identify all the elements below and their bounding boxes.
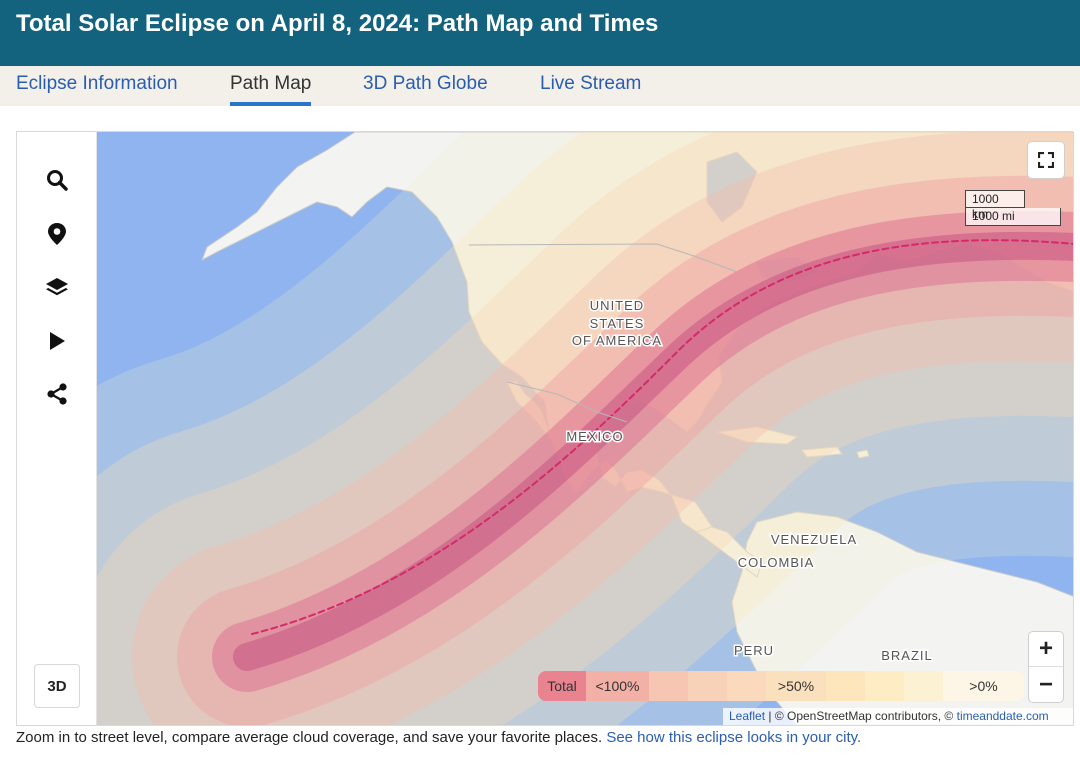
attribution-text: | © OpenStreetMap contributors, © bbox=[768, 709, 954, 723]
zoom-in-button[interactable]: + bbox=[1029, 632, 1063, 667]
label-brazil: BRAZIL bbox=[881, 648, 933, 663]
share-button[interactable] bbox=[41, 378, 73, 410]
legend-segment bbox=[649, 671, 688, 701]
label-usa-line2: STATES bbox=[590, 316, 645, 331]
legend-segment bbox=[904, 671, 943, 701]
tab-3d-path-globe[interactable]: 3D Path Globe bbox=[363, 73, 488, 94]
page-header: Total Solar Eclipse on April 8, 2024: Pa… bbox=[0, 0, 1080, 66]
layers-button[interactable] bbox=[41, 272, 73, 304]
north-america-land bbox=[201, 132, 1073, 533]
legend-over-50: >50% bbox=[766, 671, 826, 701]
map-widget: 3D UNITED STATE bbox=[16, 131, 1074, 726]
location-pin-icon bbox=[48, 223, 66, 245]
obscuration-legend: Total <100% >50% >0% bbox=[538, 671, 1024, 701]
legend-over-0: >0% bbox=[943, 671, 1024, 701]
zoom-out-button[interactable]: − bbox=[1038, 670, 1053, 698]
caribbean-islands bbox=[716, 426, 870, 459]
legend-under-100: <100% bbox=[586, 671, 649, 701]
timeanddate-link[interactable]: timeanddate.com bbox=[956, 709, 1049, 723]
scale-km: 1000 km bbox=[965, 190, 1025, 221]
search-button[interactable] bbox=[41, 164, 73, 196]
page-title: Total Solar Eclipse on April 8, 2024: Pa… bbox=[16, 10, 659, 37]
label-colombia: COLOMBIA bbox=[738, 555, 815, 570]
search-icon bbox=[47, 170, 68, 191]
tab-eclipse-information[interactable]: Eclipse Information bbox=[16, 73, 178, 94]
city-view-link[interactable]: See how this eclipse looks in your city. bbox=[606, 729, 862, 746]
play-icon bbox=[50, 332, 65, 350]
eclipse-map[interactable]: UNITED STATES OF AMERICA MEXICO VENEZUEL… bbox=[97, 132, 1074, 725]
map-scale: 1000 km 1000 mi bbox=[965, 190, 1061, 226]
great-lakes bbox=[706, 151, 819, 283]
fullscreen-icon bbox=[1038, 152, 1054, 168]
label-mexico: MEXICO bbox=[566, 429, 623, 444]
country-borders bbox=[468, 243, 738, 423]
label-peru: PERU bbox=[734, 643, 774, 658]
central-america-land bbox=[695, 526, 763, 578]
caption-text: Zoom in to street level, compare average… bbox=[16, 729, 603, 746]
layers-icon bbox=[46, 278, 68, 296]
map-caption: Zoom in to street level, compare average… bbox=[16, 729, 861, 746]
map-attribution: Leaflet | © OpenStreetMap contributors, … bbox=[723, 708, 1073, 725]
legend-segment bbox=[865, 671, 904, 701]
totality-center-line bbox=[251, 239, 1073, 635]
tab-bar: Eclipse Information Path Map 3D Path Glo… bbox=[0, 66, 1080, 106]
play-button[interactable] bbox=[41, 325, 73, 357]
label-usa-line1: UNITED bbox=[590, 298, 644, 313]
scale-mi: 1000 mi bbox=[965, 208, 1061, 226]
eclipse-bands bbox=[97, 132, 1073, 725]
label-usa-line3: OF AMERICA bbox=[572, 333, 662, 348]
map-toolbar: 3D bbox=[17, 132, 97, 725]
legend-segment bbox=[826, 671, 865, 701]
zoom-control: + − bbox=[1029, 632, 1063, 702]
fullscreen-button[interactable] bbox=[1028, 142, 1064, 178]
legend-segment bbox=[688, 671, 727, 701]
legend-segment bbox=[727, 671, 766, 701]
tab-path-map[interactable]: Path Map bbox=[230, 73, 312, 106]
tab-live-stream[interactable]: Live Stream bbox=[540, 73, 642, 94]
share-icon bbox=[47, 383, 67, 405]
gulf-of-mexico bbox=[619, 400, 722, 492]
leaflet-link[interactable]: Leaflet bbox=[729, 709, 766, 723]
3d-view-button[interactable]: 3D bbox=[34, 664, 80, 708]
legend-total: Total bbox=[538, 671, 586, 701]
location-button[interactable] bbox=[41, 218, 73, 250]
label-venezuela: VENEZUELA bbox=[771, 532, 857, 547]
